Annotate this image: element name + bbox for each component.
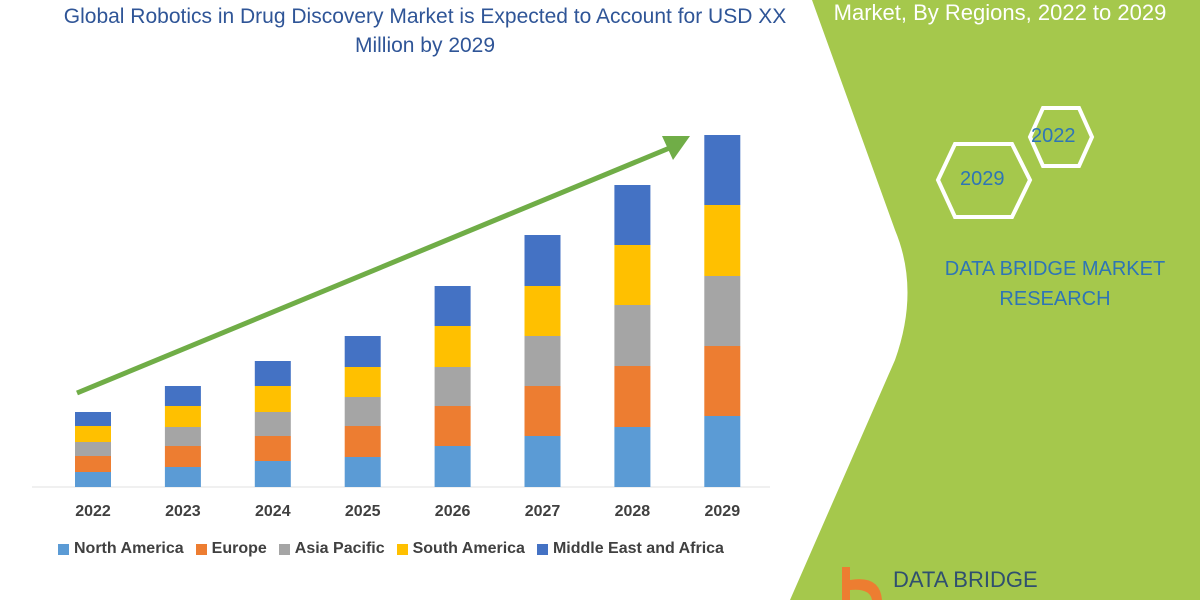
legend-label: Europe — [211, 540, 267, 557]
bar-2025-segment-1 — [344, 426, 381, 457]
bar-2024-segment-4 — [254, 361, 291, 386]
bar-2029-segment-0 — [704, 416, 741, 487]
bar-2023-segment-1 — [164, 446, 201, 467]
bar-2022-segment-1 — [75, 456, 111, 472]
legend-item: North America — [58, 540, 184, 558]
trend-arrowhead — [662, 136, 690, 160]
green-side-panel — [790, 0, 1200, 600]
bar-2026-segment-3 — [434, 326, 471, 367]
bar-2029-segment-3 — [704, 205, 741, 276]
bar-2029-segment-4 — [704, 135, 741, 205]
legend-swatch — [195, 543, 207, 555]
bar-2022-segment-4 — [75, 412, 111, 426]
x-tick-label: 2029 — [704, 503, 741, 520]
bar-2027-segment-3 — [524, 286, 561, 336]
bar-2029-segment-1 — [704, 346, 741, 416]
side-panel-title: Market, By Regions, 2022 to 2029 — [833, 0, 1167, 25]
logo-text: DATA BRIDGE — [893, 567, 1038, 592]
bar-2026-segment-4 — [434, 286, 471, 326]
legend-swatch — [58, 543, 69, 555]
bar-2024-segment-2 — [254, 412, 291, 436]
bar-2029-segment-2 — [704, 276, 741, 346]
bar-2024-segment-3 — [254, 386, 291, 412]
bar-2024-segment-0 — [254, 461, 291, 487]
bar-2027-segment-1 — [524, 386, 561, 436]
x-tick-label: 2024 — [255, 503, 291, 520]
bar-2028-segment-1 — [614, 366, 651, 427]
bar-2027-segment-2 — [524, 336, 561, 386]
legend-label: Asia Pacific — [294, 540, 385, 557]
bar-2023-segment-4 — [164, 386, 201, 406]
bar-2026-segment-1 — [434, 406, 471, 446]
legend-label: Middle East and Africa — [552, 540, 724, 557]
bar-2024-segment-1 — [254, 436, 291, 461]
x-tick-label: 2023 — [165, 503, 201, 520]
hexagon-2029 — [935, 142, 1033, 219]
legend-swatch — [396, 543, 408, 555]
bar-2028-segment-3 — [614, 245, 651, 305]
legend-item: Middle East and Africa — [536, 540, 724, 558]
x-tick-label: 2028 — [614, 503, 651, 520]
bar-2022-segment-2 — [75, 442, 111, 456]
logo-icon — [842, 567, 882, 600]
legend-swatch — [278, 543, 290, 555]
bar-2022-segment-3 — [75, 426, 111, 442]
x-tick-label: 2027 — [524, 503, 561, 520]
x-tick-label: 2026 — [434, 503, 471, 520]
legend-swatch — [536, 543, 548, 555]
bar-2023-segment-2 — [164, 427, 201, 446]
bar-2025-segment-0 — [344, 457, 381, 487]
bar-2022-segment-0 — [75, 472, 111, 487]
legend: North America Europe Asia Pacific South Ame… — [58, 540, 724, 558]
bar-2025-segment-4 — [344, 336, 381, 367]
hex-label-2029: 2029 — [960, 168, 1005, 190]
brand-name: DATA BRIDGE MARKET RESEARCH — [944, 258, 1166, 310]
bar-2028-segment-4 — [614, 185, 651, 245]
legend-item: Asia Pacific — [278, 540, 385, 558]
bar-2026-segment-2 — [434, 367, 471, 406]
bar-2023-segment-0 — [164, 467, 201, 487]
chart-title: Global Robotics in Drug Discovery Market… — [63, 5, 787, 57]
x-tick-label: 2025 — [344, 503, 381, 520]
legend-item: Europe — [195, 540, 267, 558]
bar-2025-segment-2 — [344, 397, 381, 426]
bar-2025-segment-3 — [344, 367, 381, 397]
trend-arrow — [76, 144, 673, 396]
bar-2023-segment-3 — [164, 406, 201, 427]
bar-2027-segment-0 — [524, 436, 561, 487]
legend-item: South America — [396, 540, 525, 558]
x-tick-label: 2022 — [75, 503, 111, 520]
legend-label: South America — [412, 540, 525, 557]
hexagon-2022 — [1027, 106, 1095, 168]
hex-label-2022: 2022 — [1031, 125, 1076, 147]
bar-2028-segment-2 — [614, 305, 651, 366]
legend-label: North America — [74, 540, 184, 557]
bar-2028-segment-0 — [614, 427, 651, 487]
bar-2026-segment-0 — [434, 446, 471, 487]
bar-2027-segment-4 — [524, 235, 561, 286]
